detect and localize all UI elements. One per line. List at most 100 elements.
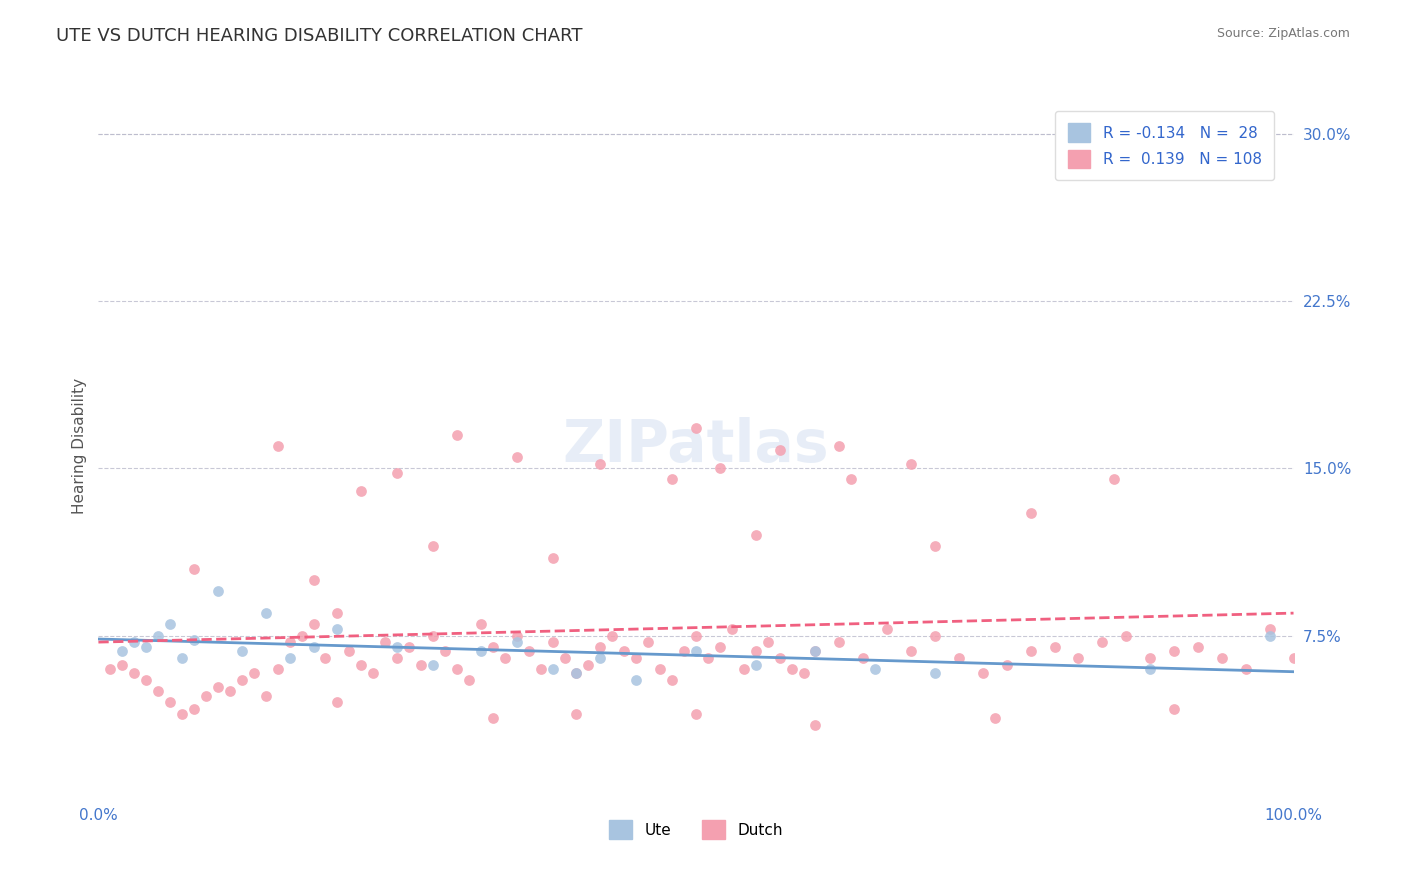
- Legend: Ute, Dutch: Ute, Dutch: [603, 814, 789, 845]
- Point: [183, 702, 205, 716]
- Point: [326, 696, 349, 710]
- Point: [422, 539, 444, 553]
- Point: [98, 662, 122, 676]
- Point: [530, 662, 553, 676]
- Point: [124, 635, 146, 649]
- Point: [589, 457, 612, 471]
- Point: [1019, 644, 1042, 658]
- Point: [506, 635, 529, 649]
- Point: [374, 635, 396, 649]
- Point: [172, 706, 194, 721]
- Point: [709, 640, 731, 654]
- Point: [254, 689, 277, 703]
- Point: [339, 644, 361, 658]
- Point: [828, 635, 851, 649]
- Point: [1139, 651, 1161, 665]
- Point: [446, 427, 468, 442]
- Point: [302, 640, 325, 654]
- Point: [481, 711, 505, 725]
- Point: [350, 657, 373, 672]
- Point: [159, 617, 181, 632]
- Point: [900, 644, 922, 658]
- Point: [984, 711, 1007, 725]
- Point: [148, 628, 170, 642]
- Point: [385, 651, 409, 665]
- Text: Source: ZipAtlas.com: Source: ZipAtlas.com: [1216, 27, 1350, 40]
- Point: [326, 607, 349, 621]
- Point: [111, 657, 134, 672]
- Point: [626, 673, 648, 687]
- Point: [172, 651, 194, 665]
- Point: [219, 684, 242, 698]
- Point: [385, 466, 409, 480]
- Point: [350, 483, 373, 498]
- Point: [721, 622, 744, 636]
- Point: [422, 628, 444, 642]
- Text: UTE VS DUTCH HEARING DISABILITY CORRELATION CHART: UTE VS DUTCH HEARING DISABILITY CORRELAT…: [56, 27, 582, 45]
- Point: [554, 651, 576, 665]
- Point: [804, 717, 827, 731]
- Point: [278, 651, 301, 665]
- Point: [565, 706, 588, 721]
- Point: [745, 657, 768, 672]
- Point: [207, 583, 229, 598]
- Point: [685, 706, 707, 721]
- Point: [626, 651, 648, 665]
- Point: [302, 617, 325, 632]
- Point: [995, 657, 1018, 672]
- Point: [804, 644, 827, 658]
- Point: [148, 684, 170, 698]
- Point: [841, 473, 863, 487]
- Point: [470, 617, 492, 632]
- Point: [267, 439, 290, 453]
- Point: [363, 666, 385, 681]
- Point: [1187, 640, 1209, 654]
- Point: [506, 450, 529, 464]
- Point: [733, 662, 755, 676]
- Point: [422, 657, 444, 672]
- Point: [768, 651, 790, 665]
- Point: [924, 628, 946, 642]
- Point: [111, 644, 134, 658]
- Point: [207, 680, 229, 694]
- Point: [135, 640, 157, 654]
- Point: [231, 644, 253, 658]
- Point: [1104, 473, 1126, 487]
- Point: [291, 628, 314, 642]
- Point: [1163, 644, 1185, 658]
- Point: [458, 673, 481, 687]
- Point: [278, 635, 301, 649]
- Point: [685, 628, 707, 642]
- Point: [1258, 622, 1281, 636]
- Point: [315, 651, 337, 665]
- Point: [852, 651, 875, 665]
- Point: [637, 635, 659, 649]
- Point: [602, 628, 624, 642]
- Point: [254, 607, 277, 621]
- Point: [865, 662, 887, 676]
- Point: [506, 628, 529, 642]
- Point: [565, 666, 588, 681]
- Point: [756, 635, 779, 649]
- Point: [446, 662, 468, 676]
- Point: [517, 644, 540, 658]
- Point: [661, 473, 683, 487]
- Point: [673, 644, 696, 658]
- Point: [1163, 702, 1185, 716]
- Point: [541, 662, 564, 676]
- Point: [804, 644, 827, 658]
- Point: [135, 673, 157, 687]
- Point: [768, 443, 790, 458]
- Point: [972, 666, 994, 681]
- Point: [243, 666, 266, 681]
- Point: [685, 421, 707, 435]
- Point: [1091, 635, 1114, 649]
- Point: [326, 622, 349, 636]
- Y-axis label: Hearing Disability: Hearing Disability: [72, 378, 87, 514]
- Point: [481, 640, 505, 654]
- Point: [541, 550, 564, 565]
- Point: [1067, 651, 1090, 665]
- Point: [159, 696, 181, 710]
- Point: [1115, 628, 1137, 642]
- Point: [578, 657, 600, 672]
